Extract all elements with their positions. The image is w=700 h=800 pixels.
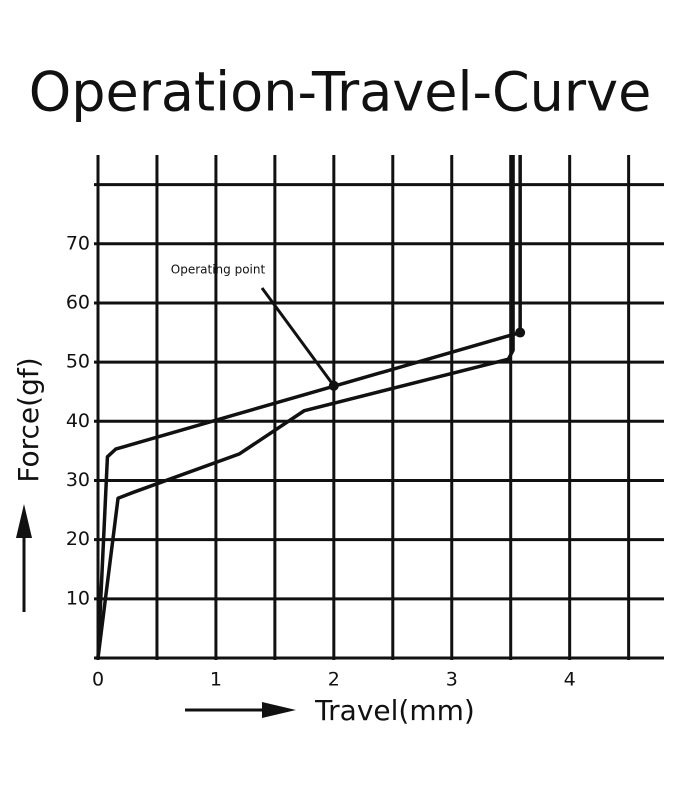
x-tick-label: 3 xyxy=(446,669,458,691)
y-tick-label: 10 xyxy=(66,587,90,609)
y-tick-label: 70 xyxy=(66,232,90,254)
y-axis-label: Force(gf) xyxy=(12,357,45,482)
annotation-text: Operating point xyxy=(171,263,266,277)
x-tick-label: 0 xyxy=(92,669,104,691)
annotation-arrow xyxy=(260,287,336,387)
y-tick-label: 30 xyxy=(66,469,90,491)
point xyxy=(515,327,526,338)
x-tick-label: 4 xyxy=(564,669,576,691)
curve xyxy=(96,155,522,659)
chart-title: Operation-Travel-Curve xyxy=(29,61,652,124)
curve xyxy=(96,155,515,659)
point xyxy=(328,380,339,391)
x-tick-label: 2 xyxy=(328,669,340,691)
y-tick-label: 50 xyxy=(66,351,90,373)
x-tick-label: 1 xyxy=(210,669,222,691)
x-axis-label: Travel(mm) xyxy=(314,694,475,727)
y-arrow xyxy=(16,504,32,612)
y-tick-label: 40 xyxy=(66,410,90,432)
x-arrow xyxy=(185,702,296,718)
y-tick-label: 20 xyxy=(66,528,90,550)
y-tick-label: 60 xyxy=(66,291,90,313)
